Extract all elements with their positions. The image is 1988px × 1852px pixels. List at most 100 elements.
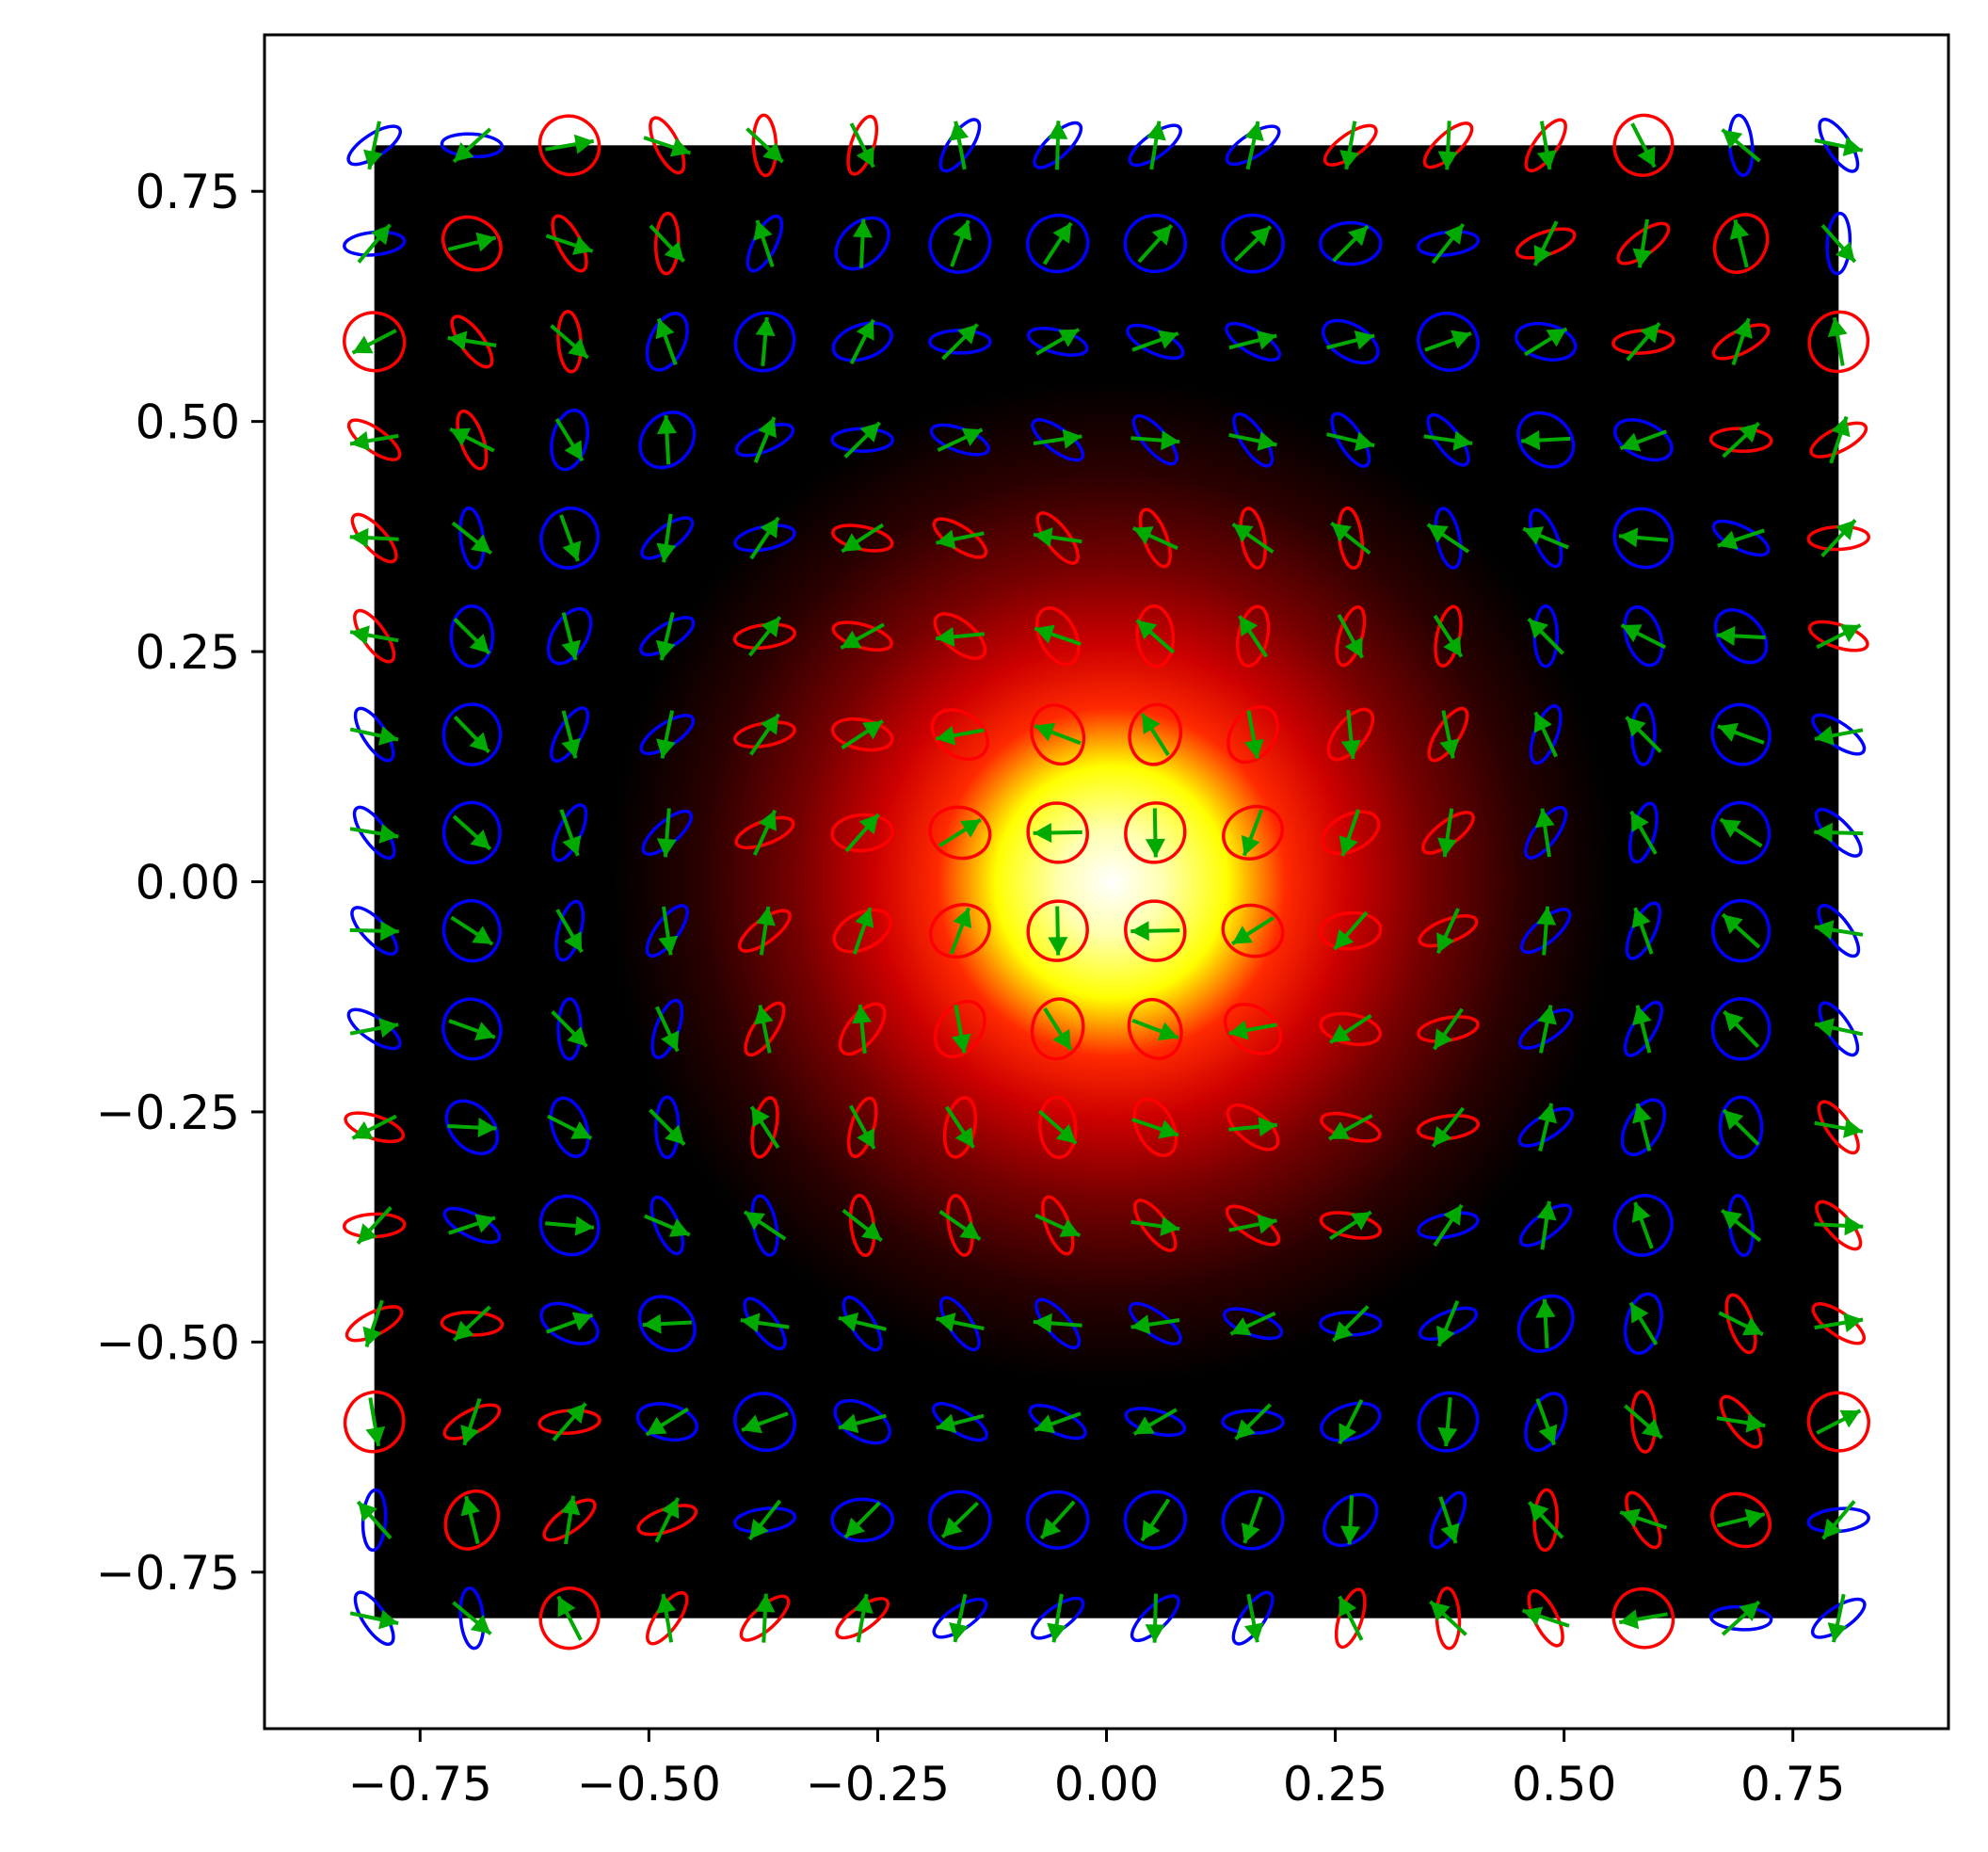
arrow-head <box>661 1498 680 1519</box>
ellipse-marker <box>930 708 989 762</box>
arrow-head <box>562 835 582 856</box>
arrow-head <box>656 1594 677 1614</box>
arrow-head <box>855 908 874 928</box>
arrow-head <box>1619 527 1639 548</box>
arrow-head <box>1839 624 1861 643</box>
ellipse-marker <box>1025 1490 1090 1550</box>
arrow-head <box>571 1312 593 1331</box>
arrow-head <box>561 737 581 759</box>
arrow-head <box>753 220 773 241</box>
heatmap-fill <box>374 145 1839 1618</box>
ellipse-marker <box>1516 411 1576 469</box>
arrow-head <box>1722 1210 1742 1230</box>
arrow-head <box>562 540 582 561</box>
arrow-head <box>961 427 983 446</box>
arrow-head <box>740 1313 761 1333</box>
arrow-head <box>942 1517 963 1538</box>
arrow-head <box>1048 121 1068 139</box>
arrow-head <box>1331 523 1352 542</box>
ellipse-marker <box>1037 1095 1078 1159</box>
arrow-head <box>661 1030 680 1052</box>
y-tick-label: −0.25 <box>96 1086 240 1140</box>
ellipse-marker <box>1515 321 1578 362</box>
arrow-head <box>1831 416 1851 438</box>
x-tick-label: 0.00 <box>1054 1757 1159 1812</box>
arrow-head <box>1722 129 1743 150</box>
x-tick-label: −0.75 <box>348 1757 492 1812</box>
arrow-head <box>362 1326 382 1347</box>
ellipse-marker <box>1322 318 1380 365</box>
arrow-head <box>1034 722 1056 742</box>
arrow-head <box>1723 1011 1744 1032</box>
arrow-head <box>460 1425 480 1445</box>
ellipse-marker <box>830 813 894 853</box>
ellipse-marker <box>343 311 407 373</box>
arrow-head <box>1434 1028 1453 1050</box>
ellipse-marker <box>441 800 502 865</box>
arrow-head <box>1250 226 1271 247</box>
y-tick-label: 0.25 <box>136 625 240 680</box>
arrow-head <box>1631 908 1651 928</box>
ellipse-marker <box>830 717 894 752</box>
arrow-head <box>1631 1202 1651 1223</box>
arrow-head <box>470 1614 491 1635</box>
arrow-head <box>841 630 862 649</box>
arrow-head <box>1439 738 1460 759</box>
arrow-head <box>380 921 399 942</box>
arrow-head <box>1534 808 1555 829</box>
arrow-head <box>1533 245 1552 266</box>
ellipse-marker <box>1030 997 1085 1061</box>
arrow-head <box>1536 906 1557 926</box>
ellipse-marker <box>1620 1098 1667 1156</box>
ellipse-marker <box>538 1586 601 1651</box>
arrow-head <box>1720 819 1741 838</box>
ellipse-marker <box>1123 214 1188 274</box>
arrow-head <box>1523 526 1545 545</box>
ellipse-marker <box>1026 801 1089 864</box>
arrow-head <box>1232 523 1254 543</box>
arrow-head <box>758 810 777 831</box>
arrow-head <box>1161 430 1180 451</box>
arrow-head <box>758 417 777 439</box>
arrow-head <box>1047 1622 1066 1643</box>
arrow-head <box>1243 738 1264 759</box>
arrow-head <box>760 517 778 539</box>
arrow-head <box>1034 1414 1055 1434</box>
ellipse-marker <box>1612 113 1675 177</box>
ellipse-marker <box>1612 1194 1674 1257</box>
arrow-head <box>1130 921 1149 942</box>
arrow-head <box>1537 1005 1557 1025</box>
arrow-head <box>1033 527 1053 547</box>
ellipse-marker <box>1124 801 1187 864</box>
arrow-head <box>852 1005 873 1024</box>
arrow-head <box>861 1221 882 1241</box>
arrow-head <box>839 1413 859 1433</box>
arrow-head <box>1844 1216 1864 1236</box>
arrow-head <box>1330 1023 1352 1043</box>
arrow-head <box>1538 1424 1558 1445</box>
arrow-head <box>1041 1518 1062 1538</box>
ellipse-marker <box>1026 213 1090 274</box>
ellipse-marker <box>443 1489 501 1551</box>
arrow-head <box>1739 423 1759 443</box>
arrow-head <box>460 1496 480 1517</box>
arrow-head <box>858 813 879 835</box>
arrow-head <box>564 931 583 953</box>
arrow-head <box>658 935 679 956</box>
ellipse-marker <box>441 702 503 766</box>
arrow-head <box>1843 1313 1863 1333</box>
ellipse-marker <box>1417 312 1480 372</box>
arrow-head <box>760 714 779 735</box>
arrow-head <box>477 1118 497 1138</box>
arrow-head <box>1334 928 1355 950</box>
arrow-head <box>350 625 370 645</box>
arrow-head <box>1814 822 1833 843</box>
arrow-head <box>1145 838 1165 858</box>
arrow-head <box>936 1313 956 1332</box>
arrow-head <box>378 726 399 746</box>
arrow-head <box>656 738 676 759</box>
ellipse-marker <box>546 606 593 666</box>
arrow-head <box>1528 619 1548 639</box>
arrow-head <box>363 149 383 169</box>
ellipse-marker <box>1524 1392 1568 1452</box>
